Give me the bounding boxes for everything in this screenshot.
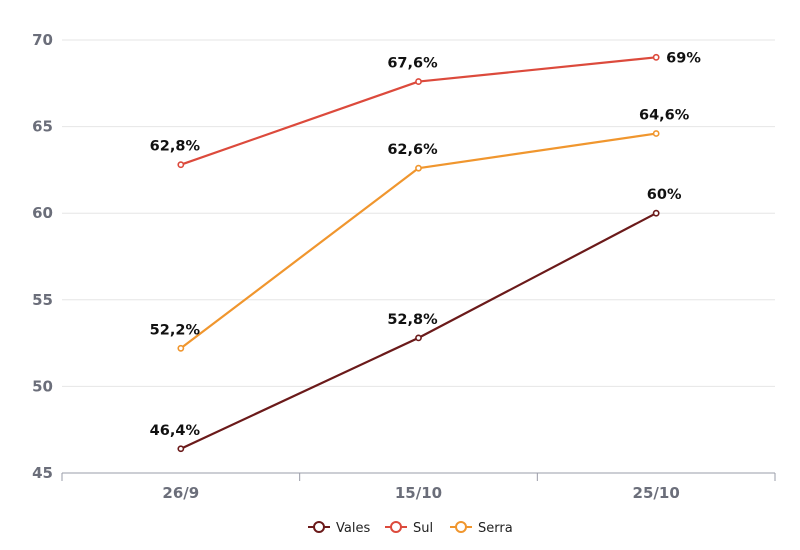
x-tick-label: 15/10 [395,484,442,502]
data-point-sul[interactable] [177,161,185,169]
data-label-serra: 64,6% [639,108,690,124]
y-tick-label: 55 [32,291,53,309]
legend-marker-icon [313,521,325,533]
data-point-serra[interactable] [177,344,185,352]
y-tick-label: 45 [32,464,53,482]
x-tick-label: 26/9 [162,484,199,502]
legend-marker-icon [455,521,467,533]
y-tick-label: 60 [32,204,53,222]
data-label-serra: 52,2% [150,322,201,338]
y-tick-label: 70 [32,31,53,49]
data-point-serra[interactable] [415,164,422,172]
legend-label-serra[interactable]: Serra [478,521,513,536]
data-point-vales[interactable] [415,334,422,342]
data-point-sul[interactable] [652,53,660,61]
legend-label-vales[interactable]: Vales [336,521,370,536]
y-tick-label: 65 [32,118,53,136]
data-label-sul: 69% [666,50,701,66]
data-point-vales[interactable] [652,209,660,217]
y-tick-label: 50 [32,377,53,395]
legend-label-sul[interactable]: Sul [413,521,433,536]
data-label-vales: 60% [647,187,682,203]
data-point-vales[interactable] [177,445,185,453]
data-label-sul: 67,6% [387,56,438,72]
data-label-vales: 52,8% [387,312,438,328]
legend-marker-icon [390,521,402,533]
x-tick-label: 25/10 [633,484,680,502]
series-line-vales [180,212,657,450]
data-label-vales: 46,4% [150,423,201,439]
data-point-serra[interactable] [652,130,660,137]
data-label-sul: 62,8% [150,139,201,155]
data-label-serra: 62,6% [387,142,438,158]
data-point-sul[interactable] [415,78,422,85]
